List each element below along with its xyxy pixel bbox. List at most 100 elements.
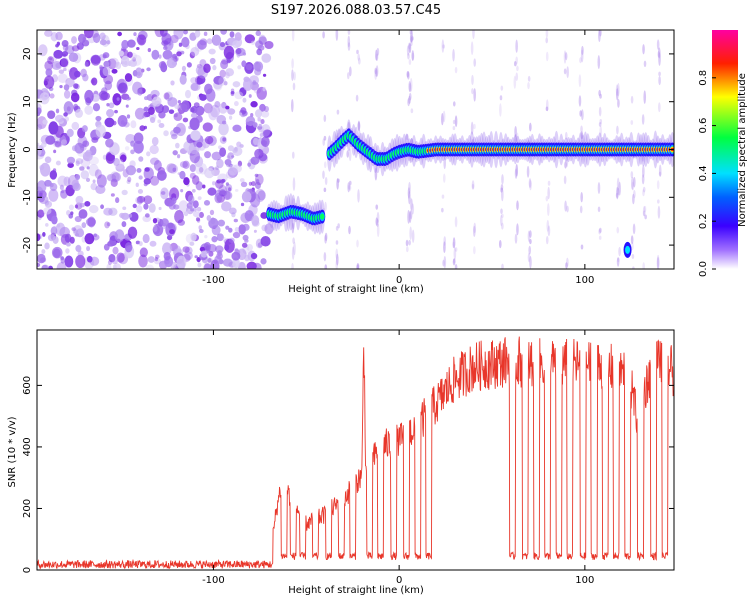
noise-blob (137, 189, 144, 194)
noise-blob (122, 43, 127, 50)
noise-blob (154, 256, 159, 262)
streak-mark (527, 230, 531, 242)
noise-blob (189, 107, 195, 113)
noise-blob (195, 181, 203, 191)
noise-blob (190, 47, 200, 57)
noise-blob (218, 259, 224, 265)
noise-blob (176, 154, 181, 159)
streak-mark (516, 223, 519, 236)
streak-mark (501, 174, 504, 185)
noise-blob (135, 205, 143, 213)
noise-blob (148, 106, 155, 115)
streak-mark (642, 205, 646, 217)
streak-mark (657, 199, 660, 204)
noise-blob (80, 170, 90, 180)
streak-mark (408, 58, 412, 66)
streak-mark (473, 88, 476, 102)
noise-blob (136, 167, 142, 173)
noise-blob (237, 160, 243, 167)
noise-blob (121, 93, 130, 100)
streak-mark (527, 82, 530, 90)
noise-blob (206, 215, 212, 222)
streak-mark (516, 65, 519, 72)
noise-blob (125, 95, 131, 101)
noise-blob (212, 65, 217, 71)
noise-blob (204, 167, 215, 179)
streak-mark (357, 121, 361, 132)
noise-blob (37, 180, 47, 193)
noise-blob (206, 38, 213, 45)
noise-blob (138, 241, 143, 247)
noise-blob (242, 234, 249, 241)
noise-blob (254, 181, 261, 190)
streak-mark (335, 259, 339, 269)
noise-blob (92, 32, 101, 44)
noise-blob (202, 122, 213, 132)
streak-mark (441, 113, 444, 126)
noise-blob (261, 136, 270, 148)
noise-blob (250, 252, 258, 260)
noise-blob (218, 122, 229, 136)
noise-blob (84, 200, 91, 207)
streak-mark (406, 70, 410, 78)
noise-blob (112, 264, 117, 269)
streak-mark (617, 83, 620, 97)
noise-blob (228, 187, 232, 192)
streak-mark (443, 255, 447, 269)
noise-blob (42, 119, 48, 125)
noise-blob (174, 210, 184, 224)
noise-blob (203, 242, 211, 251)
ridge-inner (320, 213, 325, 220)
noise-blob (259, 103, 266, 112)
noise-blob (111, 259, 118, 265)
noise-blob (178, 200, 189, 214)
streak-mark (528, 245, 532, 255)
noise-blob (260, 258, 267, 265)
streak-mark (337, 178, 340, 183)
noise-blob (75, 254, 86, 269)
spectrogram-x-label: Height of straight line (km) (288, 284, 424, 295)
noise-blob (75, 245, 82, 252)
snr-ytick-label: 0 (22, 567, 33, 573)
streak-mark (472, 225, 476, 238)
noise-blob (258, 123, 262, 127)
noise-blob (194, 105, 205, 116)
noise-blob (203, 31, 208, 37)
streak-mark (501, 213, 504, 218)
noise-blob (227, 167, 238, 178)
streak-mark (471, 180, 475, 189)
noise-blob (164, 259, 170, 265)
noise-blob (151, 136, 159, 146)
streak-mark (656, 39, 660, 50)
noise-blob (211, 236, 218, 243)
noise-blob (198, 163, 208, 175)
noise-blob (218, 76, 226, 86)
streak-mark (545, 37, 549, 44)
streak-mark (291, 98, 294, 113)
noise-blob (163, 92, 170, 100)
noise-blob (257, 125, 263, 130)
streak-mark (564, 161, 567, 169)
noise-blob (79, 144, 87, 151)
noise-blob (149, 175, 160, 186)
noise-blob (81, 125, 88, 133)
noise-blob (199, 94, 207, 101)
noise-blob (104, 80, 113, 91)
noise-blob (43, 207, 52, 215)
noise-blob (134, 107, 146, 120)
noise-blob (190, 130, 201, 141)
noise-blob (171, 133, 178, 140)
streak-mark (470, 41, 474, 56)
noise-blob (84, 105, 94, 115)
noise-blob (222, 258, 233, 267)
noise-blob (190, 77, 198, 84)
noise-blob (41, 249, 46, 254)
streak-mark (658, 75, 661, 86)
noise-blob (67, 162, 74, 168)
noise-blob (143, 203, 149, 210)
noise-blob (44, 156, 52, 164)
noise-blob (246, 244, 253, 252)
noise-blob (37, 107, 42, 115)
streak-mark (632, 266, 635, 269)
noise-blob (250, 101, 258, 108)
